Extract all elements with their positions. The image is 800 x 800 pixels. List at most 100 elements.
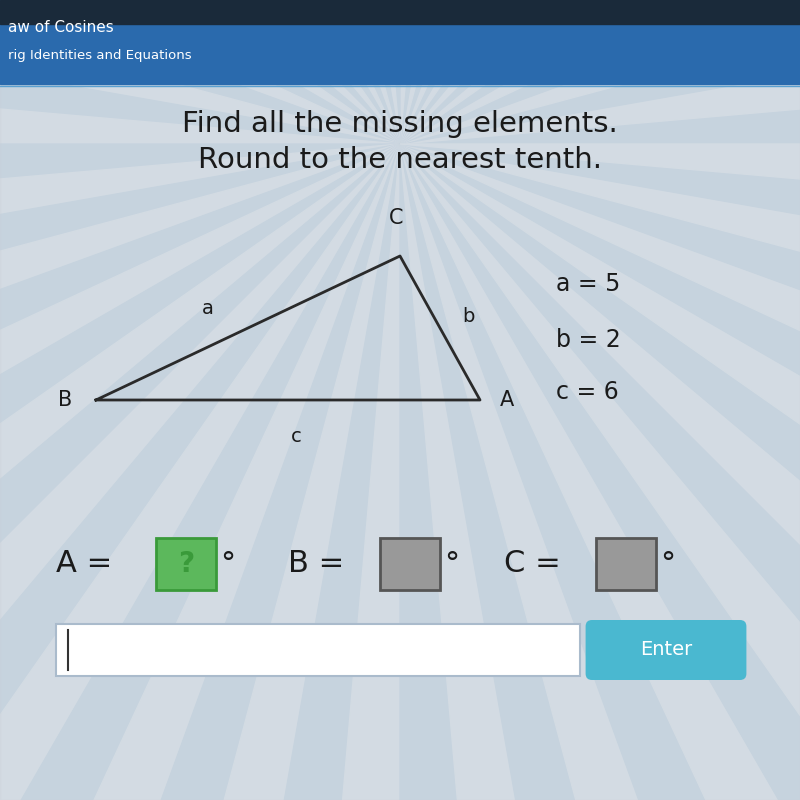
Polygon shape <box>400 0 800 144</box>
Polygon shape <box>400 144 800 800</box>
Bar <box>380 538 440 590</box>
Text: Enter: Enter <box>640 640 692 659</box>
Polygon shape <box>0 0 400 144</box>
Text: b: b <box>462 306 474 326</box>
Polygon shape <box>0 144 400 691</box>
Polygon shape <box>400 0 800 144</box>
Polygon shape <box>0 5 400 144</box>
Polygon shape <box>400 0 800 144</box>
Polygon shape <box>0 0 400 144</box>
Text: a: a <box>202 298 214 318</box>
Text: B: B <box>58 390 72 410</box>
Polygon shape <box>400 0 800 144</box>
Polygon shape <box>0 144 400 283</box>
Text: A: A <box>500 390 514 410</box>
Polygon shape <box>400 144 800 800</box>
Polygon shape <box>0 0 400 144</box>
Polygon shape <box>400 144 800 800</box>
Text: rig Identities and Equations: rig Identities and Equations <box>8 50 192 62</box>
Polygon shape <box>0 0 400 144</box>
Text: aw of Cosines: aw of Cosines <box>8 21 114 35</box>
Polygon shape <box>400 144 800 800</box>
Polygon shape <box>0 0 400 144</box>
Polygon shape <box>400 0 800 144</box>
Polygon shape <box>0 0 400 144</box>
Polygon shape <box>0 0 400 144</box>
Polygon shape <box>400 0 800 144</box>
Text: °: ° <box>444 550 459 578</box>
Polygon shape <box>0 144 400 800</box>
Text: A =: A = <box>56 550 122 578</box>
Polygon shape <box>400 144 800 800</box>
Polygon shape <box>122 144 400 800</box>
Polygon shape <box>400 144 539 800</box>
Text: c: c <box>290 426 302 446</box>
Polygon shape <box>400 0 800 144</box>
Polygon shape <box>400 0 800 144</box>
Bar <box>596 538 656 590</box>
Bar <box>0 0 800 84</box>
Polygon shape <box>0 144 400 800</box>
Polygon shape <box>400 144 800 283</box>
Bar <box>156 538 216 590</box>
Polygon shape <box>0 144 400 422</box>
Polygon shape <box>0 144 400 800</box>
Text: b = 2: b = 2 <box>556 328 621 352</box>
Polygon shape <box>261 0 400 144</box>
Polygon shape <box>0 0 400 144</box>
Text: c = 6: c = 6 <box>556 380 618 404</box>
Polygon shape <box>0 0 400 144</box>
Polygon shape <box>400 144 800 558</box>
Text: B =: B = <box>288 550 354 578</box>
Polygon shape <box>400 5 800 144</box>
Polygon shape <box>0 144 400 800</box>
Polygon shape <box>400 144 800 800</box>
Polygon shape <box>0 144 400 800</box>
Polygon shape <box>0 144 400 800</box>
Polygon shape <box>400 0 800 144</box>
Text: a = 5: a = 5 <box>556 272 620 296</box>
Polygon shape <box>0 0 400 144</box>
Text: °: ° <box>660 550 675 578</box>
Polygon shape <box>400 144 800 800</box>
Polygon shape <box>261 144 400 800</box>
Polygon shape <box>400 0 800 144</box>
Polygon shape <box>0 144 400 800</box>
Polygon shape <box>122 0 400 144</box>
Bar <box>0 0 800 24</box>
Polygon shape <box>400 144 800 691</box>
Polygon shape <box>0 144 400 800</box>
Text: Find all the missing elements.: Find all the missing elements. <box>182 110 618 138</box>
Polygon shape <box>400 0 800 144</box>
Polygon shape <box>400 0 800 144</box>
Text: Round to the nearest tenth.: Round to the nearest tenth. <box>198 146 602 174</box>
Polygon shape <box>400 144 800 800</box>
Polygon shape <box>400 0 539 144</box>
Polygon shape <box>0 144 400 800</box>
Polygon shape <box>400 144 800 800</box>
Polygon shape <box>0 144 400 558</box>
Text: C =: C = <box>504 550 570 578</box>
Polygon shape <box>400 144 800 800</box>
Polygon shape <box>0 0 400 144</box>
Text: °: ° <box>220 550 235 578</box>
Bar <box>56 624 580 676</box>
Polygon shape <box>400 0 800 144</box>
FancyBboxPatch shape <box>586 620 746 680</box>
Polygon shape <box>400 144 800 800</box>
Polygon shape <box>0 0 400 144</box>
Polygon shape <box>400 144 800 800</box>
Polygon shape <box>400 0 800 144</box>
Polygon shape <box>400 0 678 144</box>
Polygon shape <box>400 144 678 800</box>
Polygon shape <box>400 0 800 144</box>
Polygon shape <box>0 144 400 800</box>
Polygon shape <box>0 0 400 144</box>
Polygon shape <box>0 144 400 800</box>
Text: C: C <box>389 208 403 228</box>
Text: ?: ? <box>178 550 194 578</box>
Polygon shape <box>0 0 400 144</box>
Polygon shape <box>0 144 400 800</box>
Polygon shape <box>0 0 400 144</box>
Polygon shape <box>400 144 800 422</box>
